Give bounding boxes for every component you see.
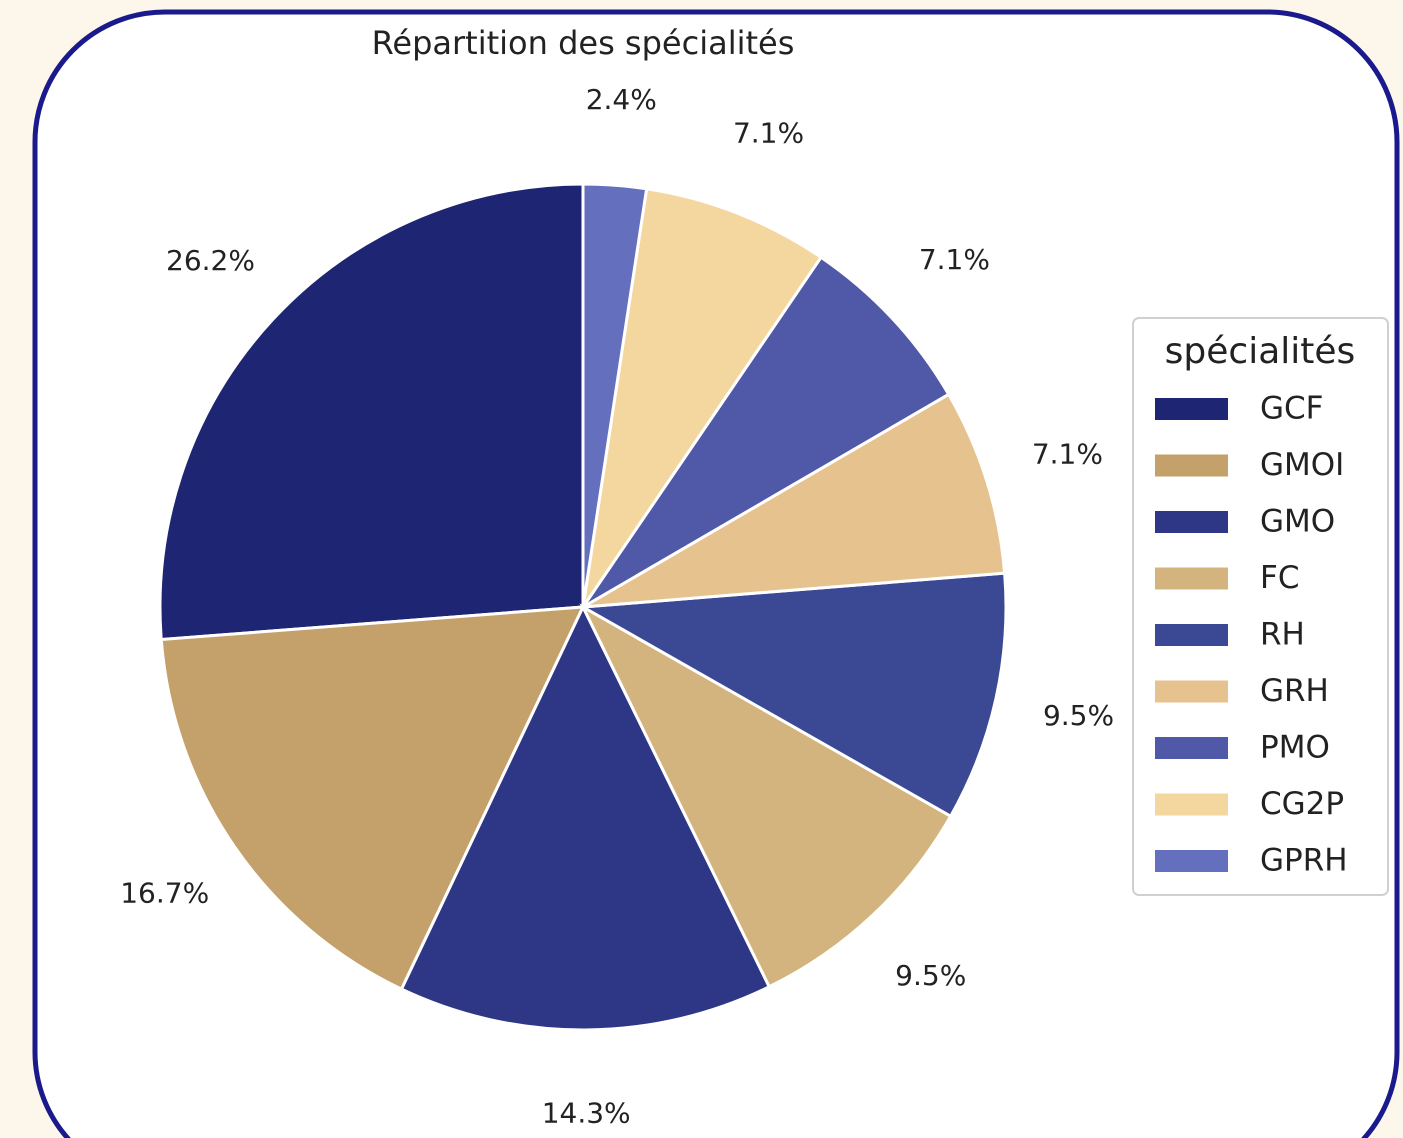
pie-slice — [579, 603, 953, 989]
data-label: 9.5% — [1043, 699, 1114, 732]
legend-swatch — [1155, 737, 1228, 759]
legend-label: GRH — [1260, 673, 1329, 709]
legend-label: GCF — [1260, 391, 1324, 427]
pie-slice — [159, 605, 586, 992]
legend-swatch — [1155, 567, 1228, 590]
data-label: 7.1% — [919, 243, 990, 276]
legend-label: RH — [1260, 617, 1305, 653]
data-label: 7.1% — [733, 117, 804, 150]
legend-label: FC — [1260, 560, 1299, 596]
data-label: 16.7% — [120, 877, 209, 910]
chart-title: Répartition des spécialités — [372, 24, 795, 62]
legend-label: GMO — [1260, 504, 1335, 540]
legend-swatch — [1155, 850, 1228, 872]
legend-swatch — [1155, 680, 1228, 703]
pie-slice — [582, 392, 1007, 609]
data-label: 7.1% — [1032, 437, 1103, 470]
legend-swatch — [1155, 511, 1228, 533]
legend-label: GPRH — [1260, 843, 1348, 879]
data-label: 14.3% — [542, 1097, 631, 1130]
legend-label: CG2P — [1260, 786, 1344, 822]
pie-slice — [581, 255, 951, 609]
legend-title: spécialités — [1165, 331, 1356, 372]
legend-swatch — [1155, 793, 1228, 816]
pie-slice — [399, 603, 772, 1032]
legend-label: PMO — [1260, 730, 1330, 766]
legend-swatch — [1155, 398, 1228, 420]
pie-slice — [581, 182, 649, 608]
data-label: 9.5% — [895, 959, 966, 992]
data-label: 2.4% — [586, 83, 657, 116]
legend-label: GMOI — [1260, 447, 1344, 483]
pie-slice — [158, 182, 585, 642]
legend-swatch — [1155, 624, 1228, 646]
data-label: 26.2% — [166, 244, 255, 277]
pie-slice — [581, 187, 824, 608]
legend-swatch — [1155, 454, 1228, 477]
pie-slice — [578, 571, 1008, 819]
